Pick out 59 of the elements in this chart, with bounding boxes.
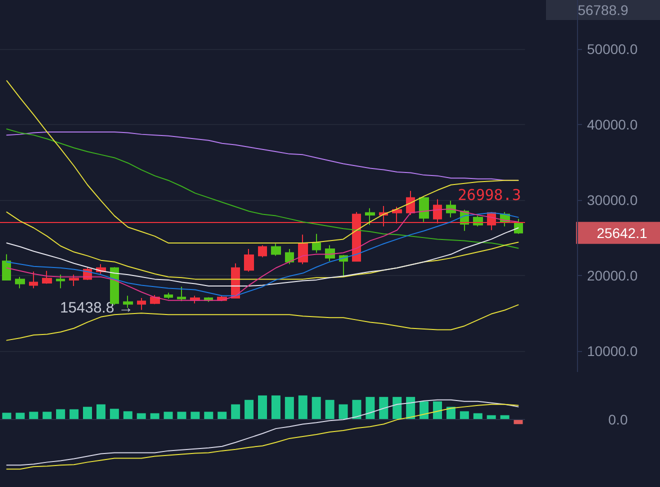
- candlestick: [258, 244, 267, 258]
- candlestick: [2, 254, 11, 280]
- bar: [136, 413, 146, 420]
- candlestick: [285, 248, 294, 265]
- bar: [70, 409, 79, 420]
- line-series: [6, 304, 519, 341]
- bar: [298, 395, 308, 420]
- bar: [473, 413, 482, 420]
- bar: [231, 404, 240, 420]
- candlestick: [177, 286, 186, 302]
- bar: [83, 406, 92, 420]
- candlestick: [137, 298, 146, 310]
- y-tick-label: 30000.0: [587, 192, 638, 208]
- candlestick: [271, 243, 281, 256]
- bar: [420, 401, 429, 420]
- bar: [244, 400, 254, 420]
- bar: [56, 409, 66, 420]
- candlestick: [514, 218, 523, 234]
- bar: [2, 412, 12, 420]
- bar: [271, 395, 280, 420]
- bar: [16, 412, 25, 420]
- bar: [96, 404, 106, 420]
- bar: [352, 400, 362, 420]
- line-series: [6, 212, 519, 280]
- bar: [110, 408, 119, 420]
- candlestick: [29, 271, 38, 289]
- candlestick: [419, 196, 429, 222]
- line-series: [6, 80, 519, 244]
- ref-line-label: 26998.3: [458, 186, 521, 204]
- y-tick-label: 10000.0: [587, 342, 638, 359]
- candlestick: [365, 208, 375, 226]
- text: 56788.9: [578, 2, 629, 18]
- line-series: [6, 128, 519, 249]
- candlestick: [123, 295, 133, 308]
- candlestick: [244, 248, 254, 272]
- y-tick-label: 40000.0: [587, 116, 638, 133]
- text: 25642.1: [596, 224, 648, 241]
- candlestick: [164, 292, 173, 300]
- bar: [325, 400, 334, 420]
- bar: [284, 396, 294, 420]
- annotation: 15438.8 →: [60, 299, 134, 316]
- text: 0.0: [608, 412, 628, 428]
- y-tick-label: 20000.0: [587, 267, 638, 284]
- bar: [312, 396, 321, 420]
- bar: [433, 401, 442, 420]
- line-series: [6, 227, 519, 286]
- candlestick: [406, 190, 415, 216]
- bar: [366, 396, 375, 420]
- candlestick: [15, 276, 25, 289]
- bar: [379, 396, 388, 420]
- bar: [258, 395, 267, 420]
- bar: [338, 404, 348, 420]
- candlestick: [56, 274, 65, 289]
- y-tick-label: 50000.0: [587, 41, 638, 58]
- bar: [392, 396, 402, 420]
- candlestick: [312, 233, 321, 254]
- bar: [150, 413, 160, 420]
- candlestick: [298, 234, 308, 265]
- candlestick: [42, 270, 52, 284]
